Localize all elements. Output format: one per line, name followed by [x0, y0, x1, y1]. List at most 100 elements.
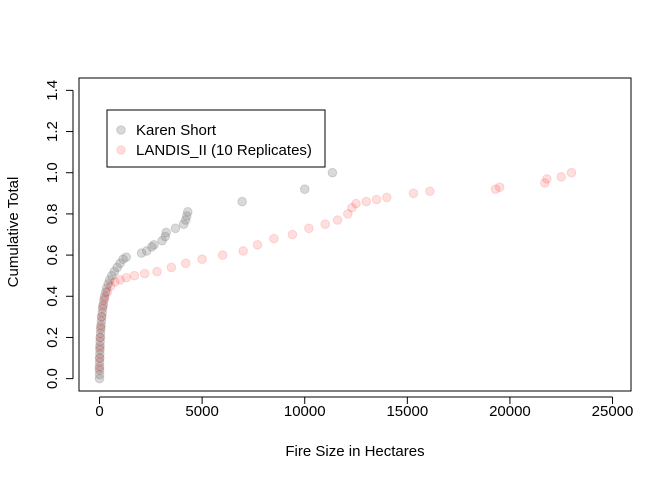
- data-points: [94, 167, 577, 384]
- landis-point: [98, 301, 108, 312]
- landis-point: [351, 198, 361, 209]
- karen-short-point: [100, 287, 111, 297]
- karen-short-point: [103, 279, 113, 289]
- karen-short-point: [178, 219, 189, 230]
- y-tick-label: 0.2: [44, 327, 61, 348]
- karen-short-point: [94, 369, 105, 380]
- landis-point: [556, 172, 567, 182]
- karen-short-point: [95, 328, 106, 339]
- landis-point: [408, 188, 419, 199]
- karen-short-point: [141, 246, 152, 256]
- landis-point: [382, 192, 392, 203]
- karen-short-point: [94, 357, 105, 367]
- karen-short-point: [161, 227, 172, 238]
- karen-short-point: [99, 291, 110, 302]
- landis-point: [96, 312, 107, 322]
- landis-point: [94, 363, 105, 374]
- landis-point: [152, 266, 162, 277]
- karen-short-point: [97, 303, 108, 314]
- karen-short-point: [160, 231, 170, 242]
- landis-point: [269, 233, 279, 244]
- karen-short-point: [95, 336, 105, 347]
- karen-short-point: [96, 316, 107, 326]
- y-tick-label: 0.4: [44, 286, 61, 307]
- karen-short-point: [95, 349, 105, 359]
- karen-short-point: [170, 223, 181, 234]
- y-axis: 0.0 0.2 0.4 0.6 0.8 1.0 1.2 1.4: [44, 80, 74, 389]
- landis-point: [166, 262, 177, 273]
- landis-point: [139, 268, 150, 279]
- legend-marker-landis: [116, 145, 126, 155]
- landis-point: [106, 281, 116, 291]
- x-tick-label: 10000: [284, 403, 326, 420]
- karen-short-point: [95, 345, 105, 355]
- karen-short-point: [104, 275, 115, 285]
- landis-point: [94, 353, 105, 363]
- landis-point: [566, 167, 577, 178]
- karen-short-point: [136, 248, 147, 258]
- karen-short-point: [115, 258, 125, 269]
- landis-point: [95, 332, 105, 343]
- landis-point: [102, 287, 113, 297]
- karen-short-point: [237, 196, 247, 207]
- landis-point: [95, 322, 106, 332]
- karen-short-point: [94, 361, 105, 372]
- karen-short-point: [96, 320, 106, 330]
- x-axis-label: Fire Size in Hectares: [285, 443, 424, 460]
- karen-short-point: [121, 252, 131, 262]
- landis-point: [252, 239, 263, 250]
- karen-short-point: [180, 215, 191, 225]
- landis-point: [542, 174, 552, 184]
- karen-short-point: [182, 207, 193, 217]
- landis-point: [540, 178, 550, 188]
- landis-point: [95, 342, 105, 353]
- legend-label-karen-short: Karen Short: [136, 122, 217, 139]
- karen-short-point: [95, 340, 105, 351]
- landis-point: [121, 272, 131, 283]
- landis-point: [425, 186, 435, 197]
- plot-frame: [78, 77, 632, 392]
- landis-point: [197, 254, 207, 265]
- karen-short-point: [94, 365, 105, 376]
- x-tick-label: 0: [95, 403, 103, 420]
- x-axis: 0 5000 10000 15000 20000 25000: [95, 396, 634, 420]
- karen-short-point: [327, 167, 338, 178]
- karen-short-point: [107, 270, 117, 281]
- x-tick-label: 15000: [386, 403, 428, 420]
- karen-short-point: [101, 283, 112, 293]
- karen-short-point: [299, 184, 310, 194]
- y-tick-label: 0.0: [44, 368, 61, 389]
- landis-point: [287, 229, 298, 240]
- landis-point: [332, 215, 343, 225]
- karen-short-point: [109, 266, 120, 277]
- karen-short-point: [112, 262, 122, 273]
- landis-point: [110, 277, 120, 287]
- karen-short-point: [96, 312, 107, 322]
- y-tick-label: 1.2: [44, 121, 61, 142]
- karen-short-point: [157, 235, 167, 246]
- landis-point: [343, 209, 353, 219]
- landis-point: [180, 258, 191, 269]
- landis-point: [494, 182, 505, 192]
- x-tick-label: 20000: [489, 403, 531, 420]
- landis-point: [238, 246, 248, 256]
- karen-short-point: [94, 373, 105, 384]
- y-tick-label: 0.6: [44, 245, 61, 266]
- x-tick-label: 5000: [185, 403, 218, 420]
- landis-point: [217, 250, 228, 260]
- karen-short-point: [99, 295, 109, 306]
- landis-point: [304, 223, 314, 234]
- x-tick-label: 25000: [592, 403, 634, 420]
- landis-point: [129, 270, 140, 281]
- legend-box: [106, 109, 326, 168]
- landis-point: [347, 202, 357, 213]
- landis-point: [99, 293, 110, 304]
- landis-point: [115, 275, 125, 285]
- karen-short-point: [118, 254, 128, 265]
- y-tick-label: 0.8: [44, 203, 61, 224]
- karen-short-point: [98, 299, 109, 310]
- karen-short-point: [94, 353, 105, 363]
- karen-short-point: [95, 332, 106, 343]
- karen-short-point: [95, 324, 106, 335]
